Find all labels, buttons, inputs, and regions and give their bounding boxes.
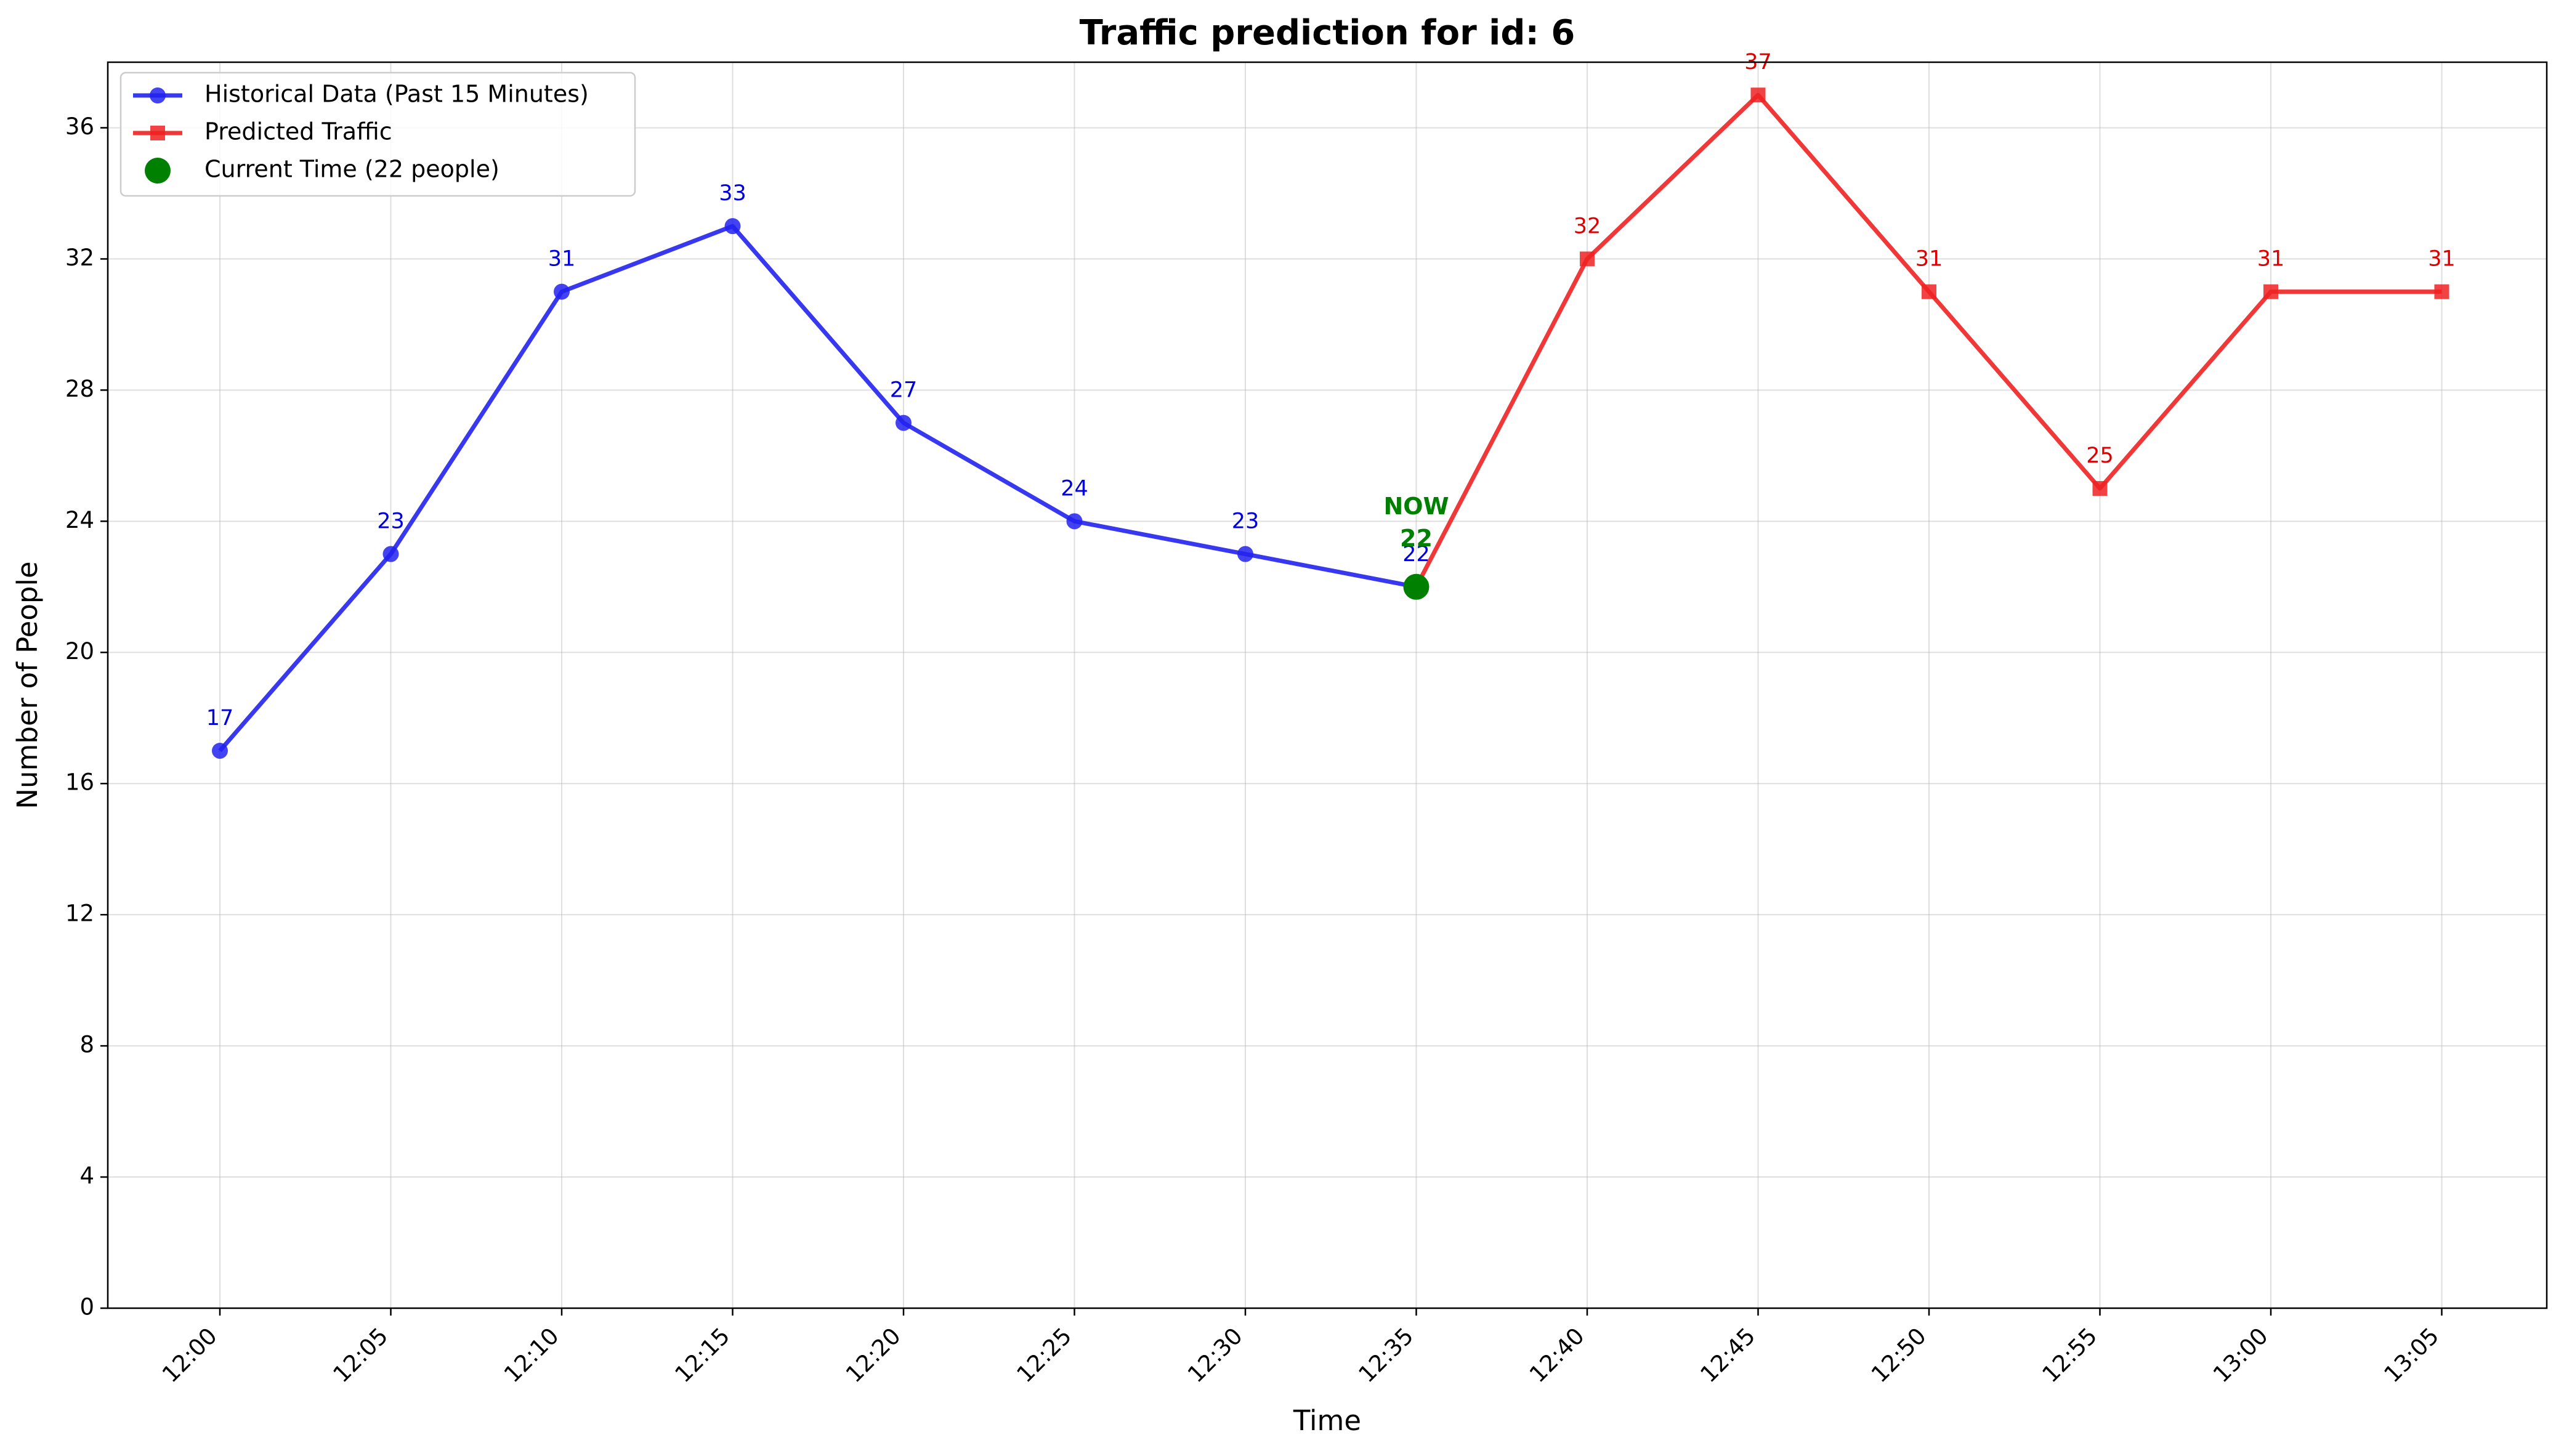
data-point (2434, 284, 2449, 299)
data-label: 23 (377, 509, 405, 534)
legend-marker (150, 126, 165, 140)
y-tick-label: 12 (65, 900, 94, 927)
y-tick-label: 32 (65, 245, 94, 271)
y-tick-label: 28 (65, 376, 94, 402)
data-label: 31 (2257, 247, 2285, 272)
y-tick-label: 4 (79, 1163, 94, 1189)
series-line (218, 224, 1417, 753)
legend-label: Predicted Traffic (204, 118, 392, 145)
data-point (896, 415, 912, 431)
legend-box (119, 71, 636, 197)
y-tick-label: 24 (65, 507, 94, 533)
y-tick-label: 36 (65, 113, 94, 140)
chart-title: Traffic prediction for id: 6 (1080, 13, 1575, 53)
current-time-point: NOW 22 (1383, 493, 1449, 600)
y-tick-label: 20 (65, 638, 94, 665)
data-point (1237, 546, 1253, 562)
data-point (1922, 284, 1936, 299)
legend-marker (150, 87, 166, 103)
plot-frame (107, 61, 2548, 1309)
data-point (1750, 87, 1766, 103)
now-annotation-value: 22 (1400, 525, 1433, 552)
data-label: 31 (1915, 247, 1943, 272)
y-tick-label: 8 (79, 1032, 94, 1058)
data-label: 33 (719, 181, 746, 206)
data-point (554, 283, 570, 300)
data-point (212, 742, 228, 759)
legend-marker (145, 158, 171, 184)
legend: Historical Data (Past 15 Minutes) Predict… (119, 71, 636, 197)
legend-label: Current Time (22 people) (204, 156, 499, 183)
data-point (724, 218, 741, 235)
data-label: 17 (206, 706, 234, 730)
data-point (2092, 481, 2108, 496)
legend-entry: Historical Data (Past 15 Minutes) (133, 81, 589, 108)
now-annotation-label: NOW (1383, 493, 1449, 520)
legend-label: Historical Data (Past 15 Minutes) (204, 81, 589, 108)
legend-entry: Current Time (22 people) (145, 156, 499, 184)
data-point (1066, 513, 1083, 530)
data-label: 27 (890, 378, 918, 403)
data-point (1580, 251, 1595, 267)
data-label: 31 (2428, 247, 2456, 272)
data-label: 25 (2086, 443, 2114, 468)
y-axis-title: Number of People (11, 561, 44, 809)
data-label: 24 (1061, 476, 1088, 501)
data-point (2263, 284, 2278, 299)
data-label: 32 (1574, 214, 1601, 238)
legend-entry: Predicted Traffic (133, 118, 392, 145)
data-label: 23 (1232, 509, 1260, 534)
grid-lines (108, 62, 2547, 1309)
x-axis-title: Time (1293, 1404, 1361, 1437)
data-point (382, 546, 399, 562)
current-time-marker (1403, 573, 1430, 600)
y-tick-label: 16 (65, 769, 94, 796)
data-label: 22 (1402, 542, 1430, 567)
data-label: 31 (548, 247, 576, 272)
y-tick-label: 0 (79, 1294, 94, 1321)
